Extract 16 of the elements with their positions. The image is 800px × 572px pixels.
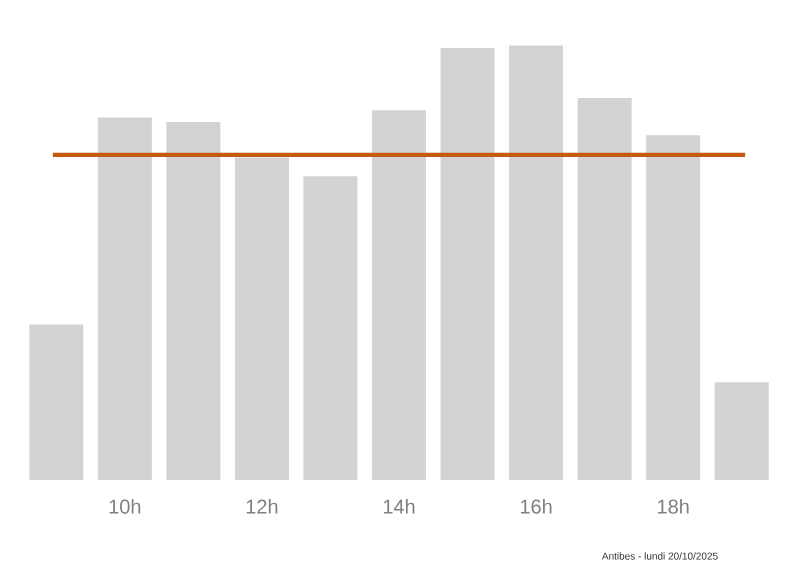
x-tick-label: 14h — [383, 499, 415, 514]
bar — [646, 135, 701, 480]
bar — [372, 110, 426, 480]
x-tick-label: 12h — [246, 499, 278, 514]
bar — [234, 157, 289, 480]
x-tick-label: 18h — [658, 499, 689, 514]
x-tick-label: 16h — [520, 499, 552, 514]
bar — [303, 176, 358, 480]
bar — [29, 324, 84, 480]
bar — [166, 121, 221, 480]
bar — [97, 117, 152, 480]
bar — [714, 382, 769, 480]
bar — [577, 97, 632, 480]
bar — [509, 45, 564, 480]
bar — [440, 48, 495, 480]
x-tick-label: 10h — [109, 499, 141, 514]
